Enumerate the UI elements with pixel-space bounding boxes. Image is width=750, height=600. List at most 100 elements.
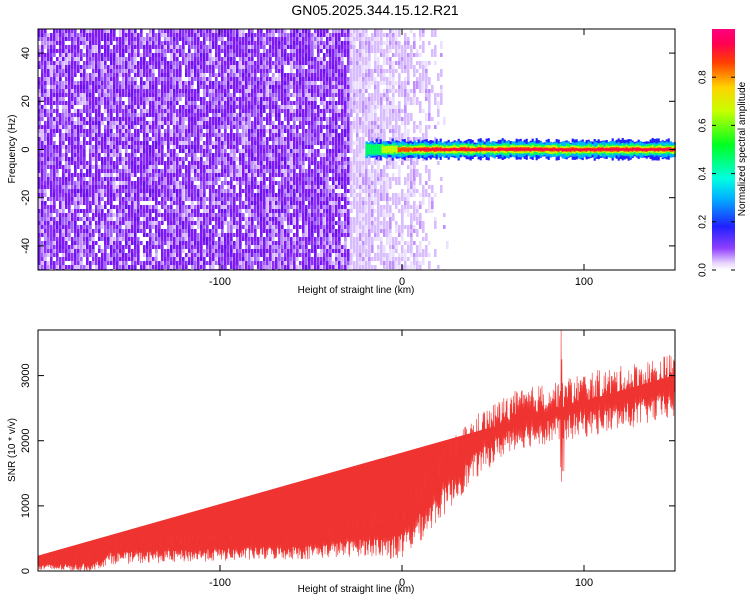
spectrogram-cell [80, 265, 83, 270]
spectrogram-cell [134, 153, 137, 157]
spectrogram-cell [230, 105, 233, 117]
spectrogram-cell [116, 177, 119, 181]
spectrogram-cell [188, 121, 191, 129]
spectrogram-cell [278, 245, 281, 249]
spectrogram-cell [47, 33, 50, 37]
spectrogram-cell [248, 225, 251, 229]
spectrogram-cell [152, 97, 155, 101]
spectrogram-cell [164, 193, 167, 197]
spectrogram-cell [113, 169, 116, 173]
spectrogram-cell [230, 173, 233, 177]
spectrogram-cell [278, 233, 281, 241]
spectrogram-cell [47, 101, 50, 105]
spectrogram-cell [59, 61, 62, 65]
spectrogram-cell [134, 173, 137, 177]
spectrogram-cell [143, 97, 146, 101]
spectrogram-cell [140, 213, 143, 217]
spectrogram-cell [137, 117, 140, 121]
spectrogram-cell [68, 189, 71, 193]
spectrogram-cell [104, 189, 107, 193]
spectrogram-cell [260, 113, 263, 117]
spectrogram-cell [134, 109, 137, 113]
spectrogram-cell [227, 121, 230, 125]
spectrogram-cell [296, 197, 299, 201]
spectrogram-cell [191, 29, 194, 41]
spectrogram-cell [170, 89, 173, 93]
spectrogram-cell [56, 249, 59, 253]
spectrogram-cell [158, 113, 161, 121]
spectrogram-cell [170, 161, 173, 165]
spectrogram-cell [206, 245, 209, 249]
spectrogram-cell [53, 101, 56, 105]
spectrogram-cell [131, 37, 134, 41]
spectrogram-cell [251, 249, 254, 257]
spectrogram-cell [299, 169, 302, 173]
spectrogram-cell [131, 105, 134, 109]
spectrogram-cell [200, 185, 203, 189]
spectrogram-cell [167, 241, 170, 249]
spectrogram-cell [47, 109, 50, 113]
spectrogram-cell [191, 253, 194, 261]
spectrogram-cell [308, 117, 311, 121]
spectrogram-cell [68, 89, 71, 93]
spectrogram-cell [224, 49, 227, 53]
spectrogram-cell [305, 257, 308, 261]
spectrogram-cell [80, 197, 83, 205]
spectrogram-cell [98, 233, 101, 237]
spectrogram-cell [179, 37, 182, 41]
spectrogram-cell [56, 101, 59, 105]
spectrogram-cell [296, 229, 299, 233]
spectrogram-cell [176, 113, 179, 117]
spectrogram-cell [134, 237, 137, 241]
spectrogram-cell [68, 173, 71, 181]
spectrogram-cell [284, 257, 287, 261]
spectrogram-cell [56, 121, 59, 125]
spectrogram-cell [188, 37, 191, 41]
spectrogram-cell [95, 33, 98, 37]
spectrogram-cell [158, 77, 161, 81]
spectrogram-cell [188, 241, 191, 245]
spectrogram-cell [209, 117, 212, 129]
spectrogram-cell [185, 177, 188, 181]
spectrogram-cell [134, 189, 137, 193]
spectrogram-cell [224, 97, 227, 101]
spectrogram-cell [47, 81, 50, 85]
spectrogram-cell [116, 229, 119, 233]
spectrogram-cell [215, 225, 218, 229]
spectrogram-cell [176, 173, 179, 181]
spectrogram-cell [260, 229, 263, 233]
spectrogram-cell [269, 129, 272, 133]
spectrogram-cell [260, 77, 263, 81]
spectrogram-cell [50, 73, 53, 77]
spectrogram-cell [182, 89, 185, 93]
spectrogram-cell [266, 37, 269, 41]
spectrogram-cell [128, 229, 131, 233]
spectrogram-cell [173, 213, 176, 217]
spectrogram-cell [122, 145, 125, 149]
spectrogram-cell [62, 217, 65, 221]
spectrogram-cell [212, 81, 215, 85]
spectrogram-cell [179, 85, 182, 89]
spectrogram-cell [197, 53, 200, 57]
spectrogram-cell [119, 45, 122, 57]
spectrogram-cell [194, 69, 197, 77]
spectrogram-cell [296, 205, 299, 209]
spectrogram-cell [122, 81, 125, 89]
spectrogram-cell [155, 265, 158, 269]
spectrogram-cell [80, 49, 83, 57]
spectrogram-cell [293, 113, 296, 117]
spectrogram-cell [65, 29, 68, 33]
spectrogram-cell [74, 153, 77, 157]
spectrogram-cell [305, 97, 308, 105]
spectrogram-cell [182, 241, 185, 245]
spectrogram-cell [314, 225, 317, 229]
spectrogram-cell [56, 41, 59, 45]
spectrogram-cell [263, 105, 266, 109]
spectrogram-cell [110, 41, 113, 45]
spectrogram-cell [101, 137, 104, 141]
spectrogram-cell [155, 49, 158, 53]
spectrogram-cell [275, 81, 278, 85]
spectrogram-cell [92, 77, 95, 81]
spectrogram-cell [251, 89, 254, 93]
spectrogram-cell [182, 205, 185, 213]
